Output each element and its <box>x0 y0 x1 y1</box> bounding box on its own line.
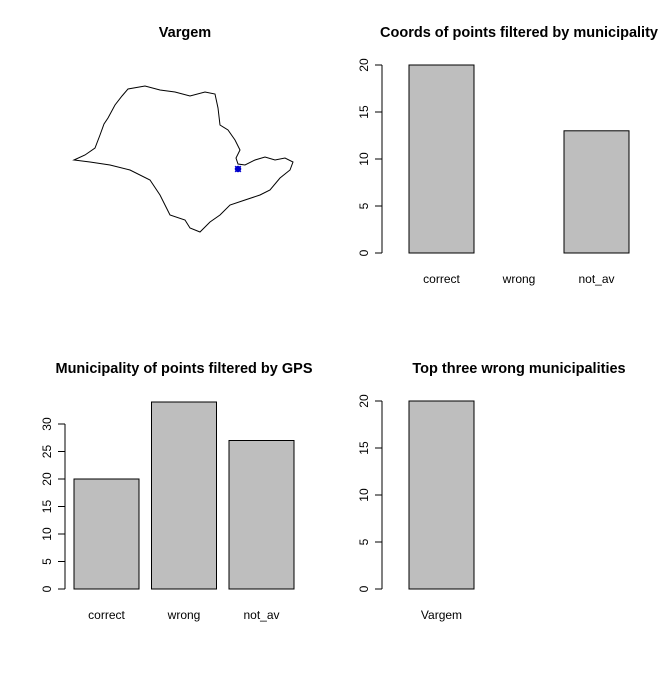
y-tick-label: 5 <box>357 202 371 209</box>
x-tick-label: wrong <box>167 608 201 622</box>
y-tick-label: 5 <box>40 558 54 565</box>
y-tick-label: 15 <box>357 105 371 119</box>
bar <box>408 400 475 590</box>
bar <box>563 130 630 254</box>
state-outline <box>72 85 294 233</box>
bar <box>73 478 140 590</box>
y-tick-label: 10 <box>40 527 54 541</box>
chart-title: Vargem <box>159 25 211 41</box>
y-tick-label: 20 <box>357 58 371 72</box>
y-tick-label: 20 <box>357 394 371 408</box>
bar <box>151 401 217 590</box>
chart-title: Municipality of points filtered by GPS <box>56 361 313 377</box>
x-tick-label: correct <box>88 608 125 622</box>
x-tick-label: not_av <box>243 608 279 622</box>
point-marker <box>234 165 242 173</box>
y-tick-label: 15 <box>40 500 54 514</box>
y-tick-label: 10 <box>357 152 371 166</box>
y-tick-label: 20 <box>40 472 54 486</box>
x-tick-label: wrong <box>502 272 536 286</box>
y-tick-label: 15 <box>357 441 371 455</box>
chart-title: Coords of points filtered by municipalit… <box>380 25 658 41</box>
y-tick-label: 5 <box>357 538 371 545</box>
bar <box>408 64 475 254</box>
y-tick-label: 0 <box>357 585 371 592</box>
y-tick-label: 30 <box>40 417 54 431</box>
y-tick-label: 0 <box>357 249 371 256</box>
x-tick-label: not_av <box>578 272 614 286</box>
y-tick-label: 10 <box>357 488 371 502</box>
bar <box>228 440 295 590</box>
y-tick-label: 0 <box>40 585 54 592</box>
chart-title: Top three wrong municipalities <box>412 361 625 377</box>
y-tick-label: 25 <box>40 445 54 459</box>
x-tick-label: correct <box>423 272 460 286</box>
x-tick-label: Vargem <box>421 608 462 622</box>
